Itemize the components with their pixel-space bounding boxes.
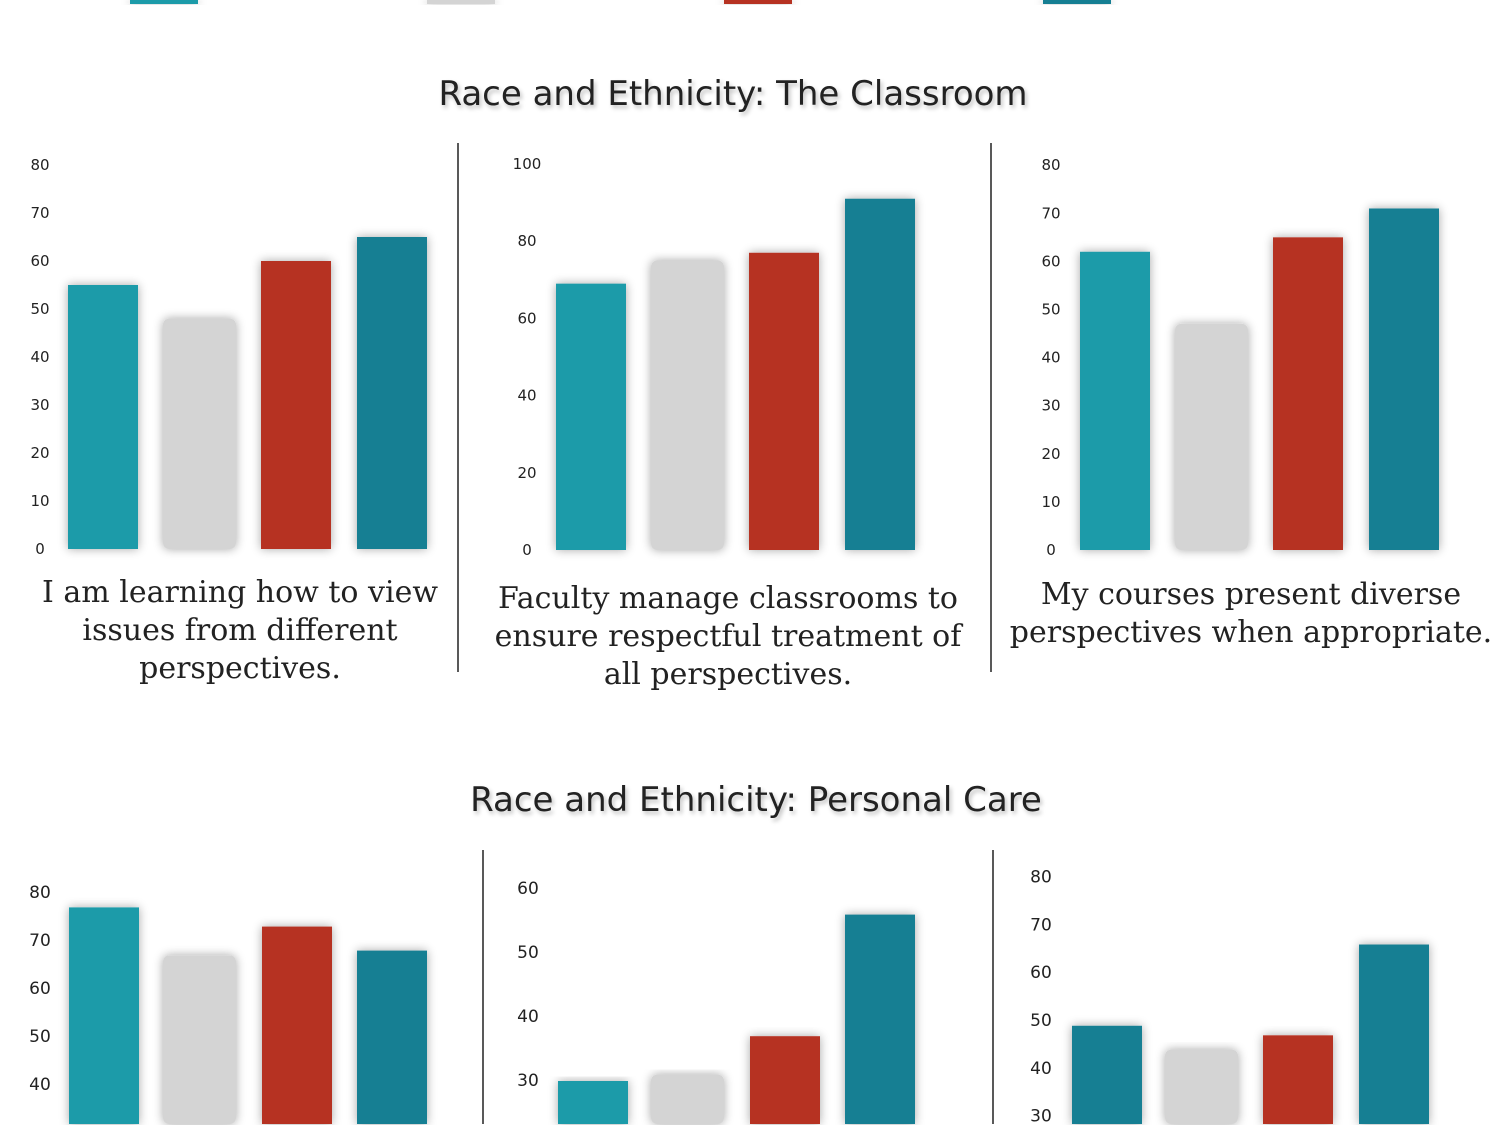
bar	[558, 1081, 628, 1124]
chart-caption: My courses present diverse perspectives …	[1009, 577, 1493, 650]
y-tick-label: 30	[1041, 397, 1060, 415]
y-tick-label: 20	[517, 464, 536, 482]
y-tick-label: 80	[1030, 868, 1052, 888]
y-tick-label: 60	[30, 252, 49, 270]
legend-swatch	[724, 0, 792, 4]
bar	[357, 237, 427, 549]
bar	[262, 926, 332, 1124]
bar	[1273, 237, 1343, 550]
bar	[1072, 1025, 1142, 1124]
bar-chart-4: 40 50 60 70 80	[29, 883, 427, 1124]
y-tick-label: 70	[1041, 204, 1060, 222]
bar	[651, 1074, 724, 1124]
bar	[1359, 944, 1429, 1124]
bar	[261, 261, 331, 549]
bar	[1080, 251, 1150, 550]
bar	[68, 285, 138, 549]
bar-chart-6: 30 40 50 60 70 80	[1030, 868, 1429, 1125]
bar	[1369, 208, 1439, 551]
y-tick-label: 20	[30, 444, 49, 462]
bar	[163, 318, 236, 549]
bar-chart-2: 0 20 40 60 80 100	[513, 155, 915, 559]
y-tick-label: 60	[1030, 963, 1052, 983]
section-title-classroom: Race and Ethnicity: The Classroom	[438, 74, 1028, 114]
legend-swatch	[1043, 0, 1111, 4]
y-tick-label: 0	[35, 540, 45, 558]
y-tick-label: 100	[513, 155, 542, 173]
legend-swatch	[130, 0, 198, 4]
section-title-personal-care: Race and Ethnicity: Personal Care	[470, 780, 1042, 820]
y-tick-label: 80	[517, 232, 536, 250]
bar-chart-3: 0 10 20 30 40 50 60 70 80	[1041, 156, 1439, 559]
y-tick-label: 60	[29, 979, 51, 999]
bar	[1263, 1035, 1333, 1124]
y-tick-label: 0	[522, 541, 532, 559]
bar-chart-1: 0 10 20 30 40 50 60 70 80	[30, 156, 427, 558]
y-tick-label: 40	[29, 1075, 51, 1095]
y-tick-label: 80	[1041, 156, 1060, 174]
y-tick-label: 50	[517, 943, 539, 963]
bar-chart-5: 30 40 50 60	[517, 879, 915, 1124]
bar	[845, 914, 915, 1124]
y-tick-label: 30	[1030, 1107, 1052, 1125]
y-tick-label: 40	[1041, 349, 1060, 367]
y-tick-label: 10	[1041, 493, 1060, 511]
y-tick-label: 30	[517, 1071, 539, 1091]
chart-caption: Faculty manage classrooms to ensure resp…	[494, 581, 962, 692]
y-tick-label: 40	[30, 348, 49, 366]
chart-caption: I am learning how to view issues from di…	[41, 575, 439, 686]
bar	[556, 283, 626, 550]
bar	[357, 950, 427, 1124]
bar	[69, 907, 139, 1124]
y-tick-label: 70	[29, 931, 51, 951]
y-tick-label: 0	[1046, 541, 1056, 559]
y-tick-label: 50	[1030, 1011, 1052, 1031]
y-tick-label: 80	[30, 156, 49, 174]
bar	[749, 252, 819, 550]
y-tick-label: 50	[1041, 301, 1060, 319]
y-tick-label: 40	[517, 387, 536, 405]
bar	[1165, 1049, 1238, 1124]
y-tick-label: 10	[30, 492, 49, 510]
y-tick-label: 60	[517, 309, 536, 327]
bar	[750, 1036, 820, 1124]
y-tick-label: 50	[29, 1027, 51, 1047]
y-tick-label: 80	[29, 883, 51, 903]
y-tick-label: 30	[30, 396, 49, 414]
legend	[130, 0, 1111, 4]
y-tick-label: 40	[517, 1007, 539, 1027]
bar	[651, 260, 724, 550]
legend-swatch	[427, 0, 495, 4]
y-tick-label: 60	[517, 879, 539, 899]
bar	[1175, 323, 1248, 550]
y-tick-label: 60	[1041, 252, 1060, 270]
y-tick-label: 70	[1030, 915, 1052, 935]
y-tick-label: 20	[1041, 445, 1060, 463]
bar	[845, 198, 915, 551]
y-tick-label: 50	[30, 300, 49, 318]
y-tick-label: 40	[1030, 1059, 1052, 1079]
y-tick-label: 70	[30, 204, 49, 222]
bar	[163, 955, 236, 1124]
